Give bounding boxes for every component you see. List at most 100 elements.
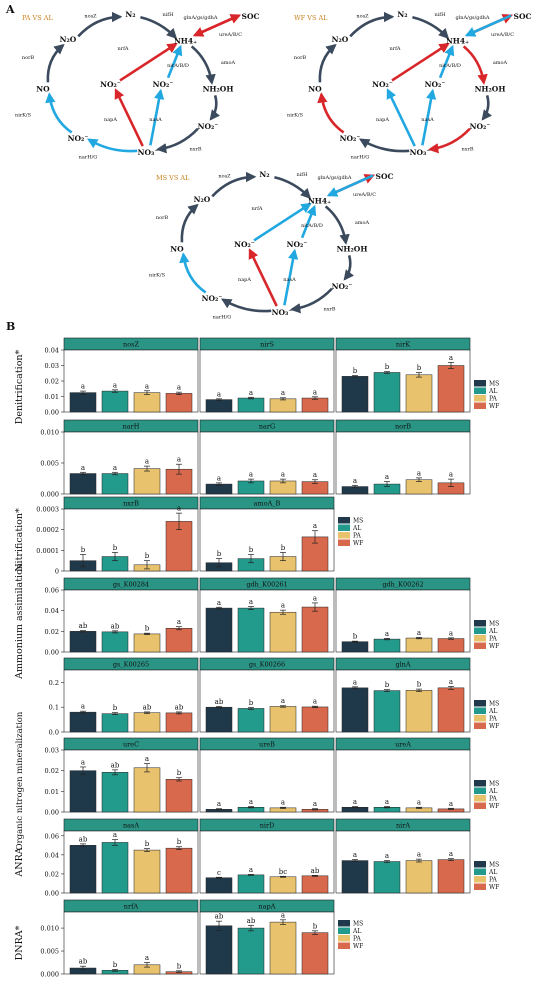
- bar-WF: [301, 606, 329, 653]
- bar-WF: [301, 932, 329, 975]
- legend-label-AL: AL: [488, 708, 497, 715]
- gene-label-nirAB: nirA/B/D: [167, 63, 189, 69]
- node-no2_right: NO₂⁻: [198, 122, 219, 131]
- arrow-nasA: [149, 88, 165, 146]
- arrow-norB: [318, 43, 337, 83]
- legend-label-AL: AL: [488, 388, 497, 395]
- gene-label-norB: norB: [156, 215, 169, 221]
- arrow-nosZ: [349, 11, 395, 38]
- y-tick-label: 0.02: [45, 767, 59, 775]
- chart-row: Nitrification* 0 0.0001 0.0002 0.0003 nxrB b b b…: [14, 496, 363, 576]
- bar-MS: [69, 473, 97, 495]
- legend-swatch-MS: [474, 620, 486, 627]
- significance-letter: b: [81, 546, 86, 554]
- y-tick-label: 0.02: [45, 628, 59, 636]
- node-n2: N₂: [259, 170, 269, 179]
- significance-letter: ab: [143, 703, 152, 711]
- bar-WF: [437, 638, 465, 653]
- facet-title: ureA: [395, 741, 411, 749]
- bar-PA: [405, 374, 433, 413]
- arrow-nirKS: [317, 92, 345, 134]
- significance-letter: a: [449, 850, 453, 858]
- bar-WF: [437, 365, 465, 413]
- significance-letter: b: [353, 367, 358, 375]
- significance-letter: a: [177, 456, 181, 464]
- arrow-nh2oh-no2: [209, 95, 221, 121]
- panel-a-diagrams: A PA VS AL N₂ NH4₊ SOC NH₂OH NO₂⁻ NO₃⁻ NO₂⁻ NO N₂O…: [5, 3, 531, 320]
- bar-AL: [237, 397, 265, 413]
- bar-MS: [205, 706, 233, 733]
- facet-title: ureB: [259, 741, 275, 749]
- arrow-nxrB: [290, 287, 333, 314]
- legend-label-AL: AL: [352, 525, 361, 532]
- significance-letter: a: [81, 703, 85, 711]
- bar-PA: [133, 468, 161, 495]
- bar-MS: [69, 631, 97, 653]
- significance-letter: a: [177, 505, 181, 513]
- y-tick-label: 0.00: [45, 649, 59, 657]
- arrow-nasA: [283, 248, 299, 306]
- legend-swatch-MS: [474, 861, 486, 868]
- gene-label-napA: napA: [238, 277, 251, 283]
- significance-letter: b: [385, 681, 390, 689]
- y-tick-label: 0.010: [40, 429, 59, 437]
- y-tick-label: 0.00: [45, 409, 59, 417]
- gene-label-nirAB: nirA/B/D: [301, 223, 323, 229]
- significance-letter: b: [313, 922, 318, 930]
- panel-b-label: B: [6, 320, 15, 333]
- facet-title: nasA: [123, 822, 139, 830]
- arrow-napA: [114, 88, 144, 147]
- significance-letter: a: [81, 758, 85, 766]
- significance-letter: a: [113, 464, 117, 472]
- bar-AL: [373, 861, 401, 894]
- y-tick-label: 0.0: [49, 729, 59, 737]
- gene-label-nxrB: nxrB: [323, 307, 335, 313]
- gene-label-nosZ: nosZ: [84, 13, 97, 19]
- bar-WF: [165, 712, 193, 733]
- y-tick-label: 0.005: [40, 948, 59, 956]
- significance-letter: c: [217, 869, 221, 877]
- significance-letter: a: [113, 381, 117, 389]
- bar-WF: [437, 859, 465, 894]
- bar-AL: [373, 372, 401, 413]
- gene-label-narHG: narH/G: [79, 154, 98, 160]
- significance-letter: a: [353, 798, 357, 806]
- legend-swatch-WF: [474, 402, 486, 409]
- facet-title: gs_K00265: [113, 661, 149, 669]
- legend-label-AL: AL: [352, 928, 361, 935]
- legend-swatch-MS: [338, 920, 350, 927]
- node-no: NO: [36, 85, 50, 94]
- node-no: NO: [308, 85, 322, 94]
- gene-label-nirKS: nirK/S: [149, 273, 166, 279]
- cycle-diagram: PA VS AL N₂ NH4₊ SOC NH₂OH NO₂⁻ NO₃⁻ NO₂⁻ NO N₂O N…: [15, 10, 260, 160]
- facet-title: amoA_B: [254, 500, 281, 508]
- bar-PA: [133, 392, 161, 413]
- significance-letter: b: [217, 550, 222, 558]
- bar-AL: [237, 607, 265, 653]
- arrow-nrfA: [119, 42, 178, 82]
- gene-label-glnA: glnA/gs/gdhA: [456, 15, 490, 21]
- y-tick-label: 0.1: [49, 704, 59, 712]
- significance-letter: b: [145, 840, 150, 848]
- significance-letter: a: [353, 851, 357, 859]
- significance-letter: a: [417, 629, 421, 637]
- facet-narH: narH a a a a: [63, 419, 199, 495]
- chart-row: Organic nitrogen mineralization 0.00 0.01 0…: [15, 711, 499, 850]
- significance-letter: ab: [311, 867, 320, 875]
- gene-label-nxrB: nxrB: [461, 147, 473, 153]
- bar-AL: [101, 772, 129, 813]
- node-soc: SOC: [242, 12, 260, 21]
- significance-letter: a: [145, 382, 149, 390]
- legend-label-WF: WF: [353, 943, 363, 950]
- significance-letter: a: [177, 618, 181, 626]
- bar-PA: [269, 611, 297, 653]
- significance-letter: a: [385, 798, 389, 806]
- node-no2_left: NO₂⁻: [202, 294, 223, 303]
- y-tick-label: 0.04: [45, 851, 59, 859]
- significance-letter: a: [449, 354, 453, 362]
- legend-label-WF: WF: [353, 540, 363, 547]
